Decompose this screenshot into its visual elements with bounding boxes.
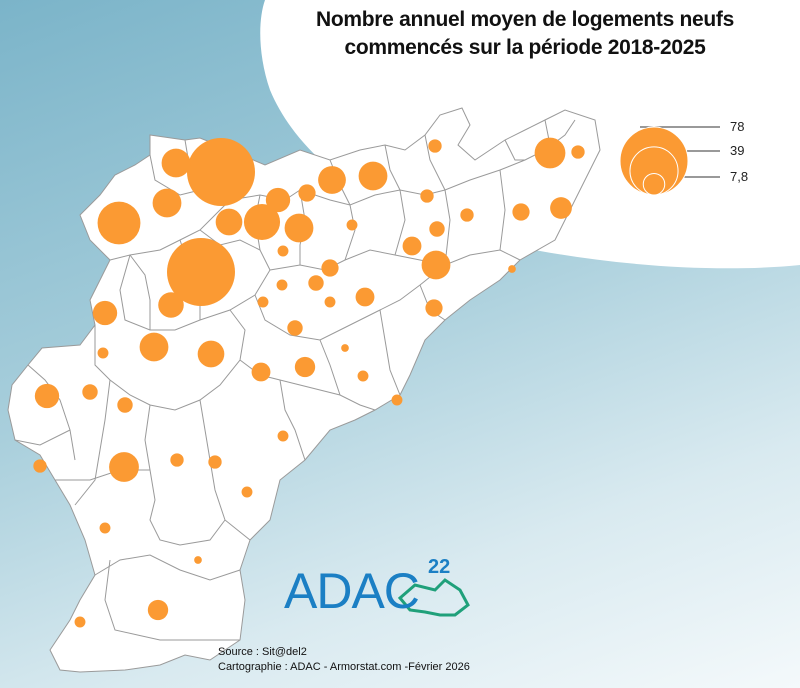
source-line: Source : Sit@del2 [218, 646, 307, 658]
commune-symbol [170, 453, 184, 467]
title-line-1: Nombre annuel moyen de logements neufs [315, 8, 734, 31]
commune-symbol [167, 238, 235, 306]
commune-symbol [139, 332, 169, 362]
commune-symbol [197, 340, 225, 368]
source-credits: Source : Sit@del2 Cartographie : ADAC - … [218, 645, 470, 675]
commune-symbol [97, 201, 141, 245]
commune-symbol [257, 296, 269, 308]
commune-symbol [324, 296, 336, 308]
title-line-2: commencés sur la période 2018-2025 [344, 36, 706, 59]
logo-shape [397, 578, 470, 617]
commune-symbol [358, 161, 388, 191]
commune-symbol [429, 221, 445, 237]
commune-symbol [534, 137, 566, 169]
commune-symbol [82, 384, 98, 400]
proportional-symbols [33, 137, 585, 628]
commune-symbol [460, 208, 474, 222]
commune-symbol [194, 556, 202, 564]
commune-symbol [402, 236, 422, 256]
commune-symbol [277, 430, 289, 442]
legend-label-7-8: 7,8 [730, 169, 749, 184]
commune-symbol [420, 189, 434, 203]
commune-symbol [99, 522, 111, 534]
commune-symbol [550, 197, 572, 219]
commune-symbol [34, 383, 60, 409]
commune-symbol [428, 139, 442, 153]
commune-symbol [391, 394, 403, 406]
commune-symbol [508, 265, 516, 273]
commune-symbol [147, 599, 169, 621]
commune-symbol [512, 203, 530, 221]
commune-symbol [294, 356, 316, 378]
commune-symbol [208, 455, 222, 469]
legend-label-78: 78 [730, 119, 745, 134]
commune-symbol [346, 219, 358, 231]
commune-symbol [308, 275, 324, 291]
commune-symbol [92, 300, 118, 326]
commune-symbol [215, 208, 243, 236]
commune-symbol [109, 452, 139, 482]
commune-symbol [265, 187, 291, 213]
commune-symbol [318, 166, 346, 194]
commune-symbol [425, 299, 443, 317]
map-title: Nombre annuel moyen de logements neufs c… [290, 6, 760, 62]
commune-symbol [251, 362, 271, 382]
legend-circle-2 [642, 172, 666, 196]
commune-symbol [97, 347, 109, 359]
credits-line: Cartographie : ADAC - Armorstat.com -Fév… [218, 661, 470, 673]
commune-symbol [357, 370, 369, 382]
commune-symbol [277, 245, 289, 257]
commune-symbol [421, 250, 451, 280]
commune-symbol [33, 459, 47, 473]
commune-symbol [241, 486, 253, 498]
commune-symbol [321, 259, 339, 277]
legend-circles [619, 126, 689, 196]
commune-symbol [284, 213, 314, 243]
commune-symbol [298, 184, 316, 202]
commune-symbol [355, 287, 375, 307]
legend-label-39: 39 [730, 143, 745, 158]
commune-symbol [74, 616, 86, 628]
adac-logo-superscript: 22 [428, 556, 451, 578]
commune-symbol [152, 188, 182, 218]
commune-symbol [243, 203, 281, 241]
commune-symbol [117, 397, 133, 413]
commune-symbol [287, 320, 303, 336]
adac-logo-text: ADAC [284, 563, 420, 619]
commune-symbol [571, 145, 585, 159]
commune-symbol [341, 344, 349, 352]
commune-symbol [276, 279, 288, 291]
commune-symbol [161, 148, 191, 178]
commune-symbol [187, 138, 255, 206]
commune-symbol [158, 292, 184, 318]
